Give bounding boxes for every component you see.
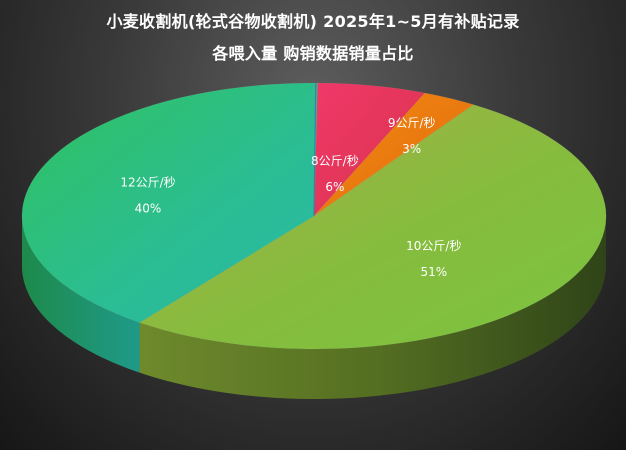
pie-slice-9公斤/秒[interactable] [313, 92, 475, 217]
slice-label-category: 9公斤/秒 [388, 116, 436, 130]
pie-side-12公斤/秒 [22, 216, 140, 373]
slice-label-percent: 3% [402, 142, 421, 156]
slice-label-percent: 40% [135, 201, 162, 215]
chart-subtitle: 各喂入量 购销数据销量占比 [212, 44, 414, 63]
slice-label-category: 8公斤/秒 [311, 154, 359, 168]
chart-title: 小麦收割机(轮式谷物收割机) 2025年1~5月有补贴记录 [106, 12, 520, 31]
pie-slice-8公斤/秒[interactable] [313, 82, 426, 217]
pie-side-10公斤/秒 [139, 216, 607, 399]
pie-slice-10公斤/秒[interactable] [138, 104, 607, 350]
pie-start-seam [313, 82, 317, 217]
slice-label-category: 10公斤/秒 [406, 239, 461, 253]
slice-label-percent: 51% [420, 265, 447, 279]
slice-label-percent: 6% [325, 180, 344, 194]
slice-label-category: 12公斤/秒 [120, 175, 175, 189]
pie-slice-12公斤/秒[interactable] [21, 82, 318, 323]
